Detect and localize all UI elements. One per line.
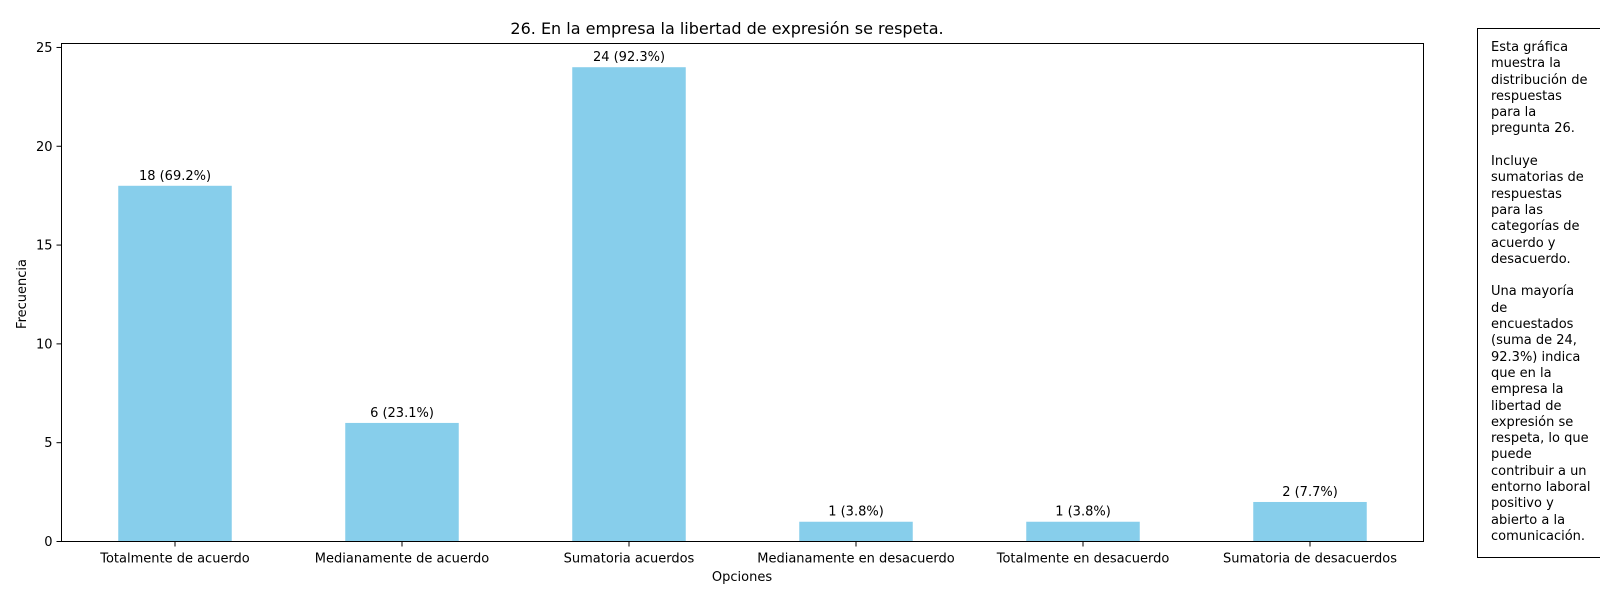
- y-axis: 0 5 10 15 20 25: [36, 41, 62, 550]
- y-tick-label: 5: [44, 436, 52, 451]
- bar-data-label: 6 (23.1%): [370, 406, 434, 421]
- annotation-box: Esta gráfica muestra la distribución de …: [1477, 28, 1600, 558]
- annotation-text: Esta gráfica muestra la distribución de …: [1491, 40, 1591, 544]
- bar-data-label: 2 (7.7%): [1282, 485, 1338, 500]
- y-tick-label: 15: [36, 239, 53, 254]
- chart-title: 26. En la empresa la libertad de expresi…: [510, 19, 943, 38]
- y-tick-label: 0: [44, 535, 52, 550]
- bar: [118, 185, 232, 542]
- x-tick-label: Sumatoria de desacuerdos: [1223, 552, 1397, 567]
- x-tick-label: Medianamente en desacuerdo: [757, 552, 954, 567]
- bar-data-label: 1 (3.8%): [828, 505, 884, 520]
- y-axis-label: Frecuencia: [15, 259, 30, 329]
- x-tick-label: Medianamente de acuerdo: [315, 552, 489, 567]
- bar-data-label: 24 (92.3%): [593, 50, 665, 65]
- y-tick-label: 20: [36, 140, 53, 155]
- y-tick-label: 10: [36, 337, 53, 352]
- x-axis: Totalmente de acuerdo Medianamente de acu…: [99, 541, 1397, 567]
- bar-chart: 26. En la empresa la libertad de expresi…: [15, 19, 1424, 585]
- bar: [345, 422, 459, 542]
- bar: [572, 67, 686, 542]
- x-tick-label: Sumatoria acuerdos: [564, 552, 695, 567]
- y-tick-label: 25: [36, 41, 53, 56]
- bar: [1253, 501, 1367, 542]
- x-tick-label: Totalmente de acuerdo: [99, 552, 250, 567]
- bars-layer: 18 (69.2%) 6 (23.1%) 24 (92.3%) 1 (3.8%) 1 (…: [118, 50, 1367, 542]
- x-tick-label: Totalmente en desacuerdo: [996, 552, 1170, 567]
- bar: [799, 521, 913, 542]
- x-axis-label: Opciones: [712, 570, 772, 585]
- plot-frame: [61, 43, 1424, 542]
- bar: [1026, 521, 1140, 542]
- bar-data-label: 1 (3.8%): [1055, 505, 1111, 520]
- bar-data-label: 18 (69.2%): [139, 169, 211, 184]
